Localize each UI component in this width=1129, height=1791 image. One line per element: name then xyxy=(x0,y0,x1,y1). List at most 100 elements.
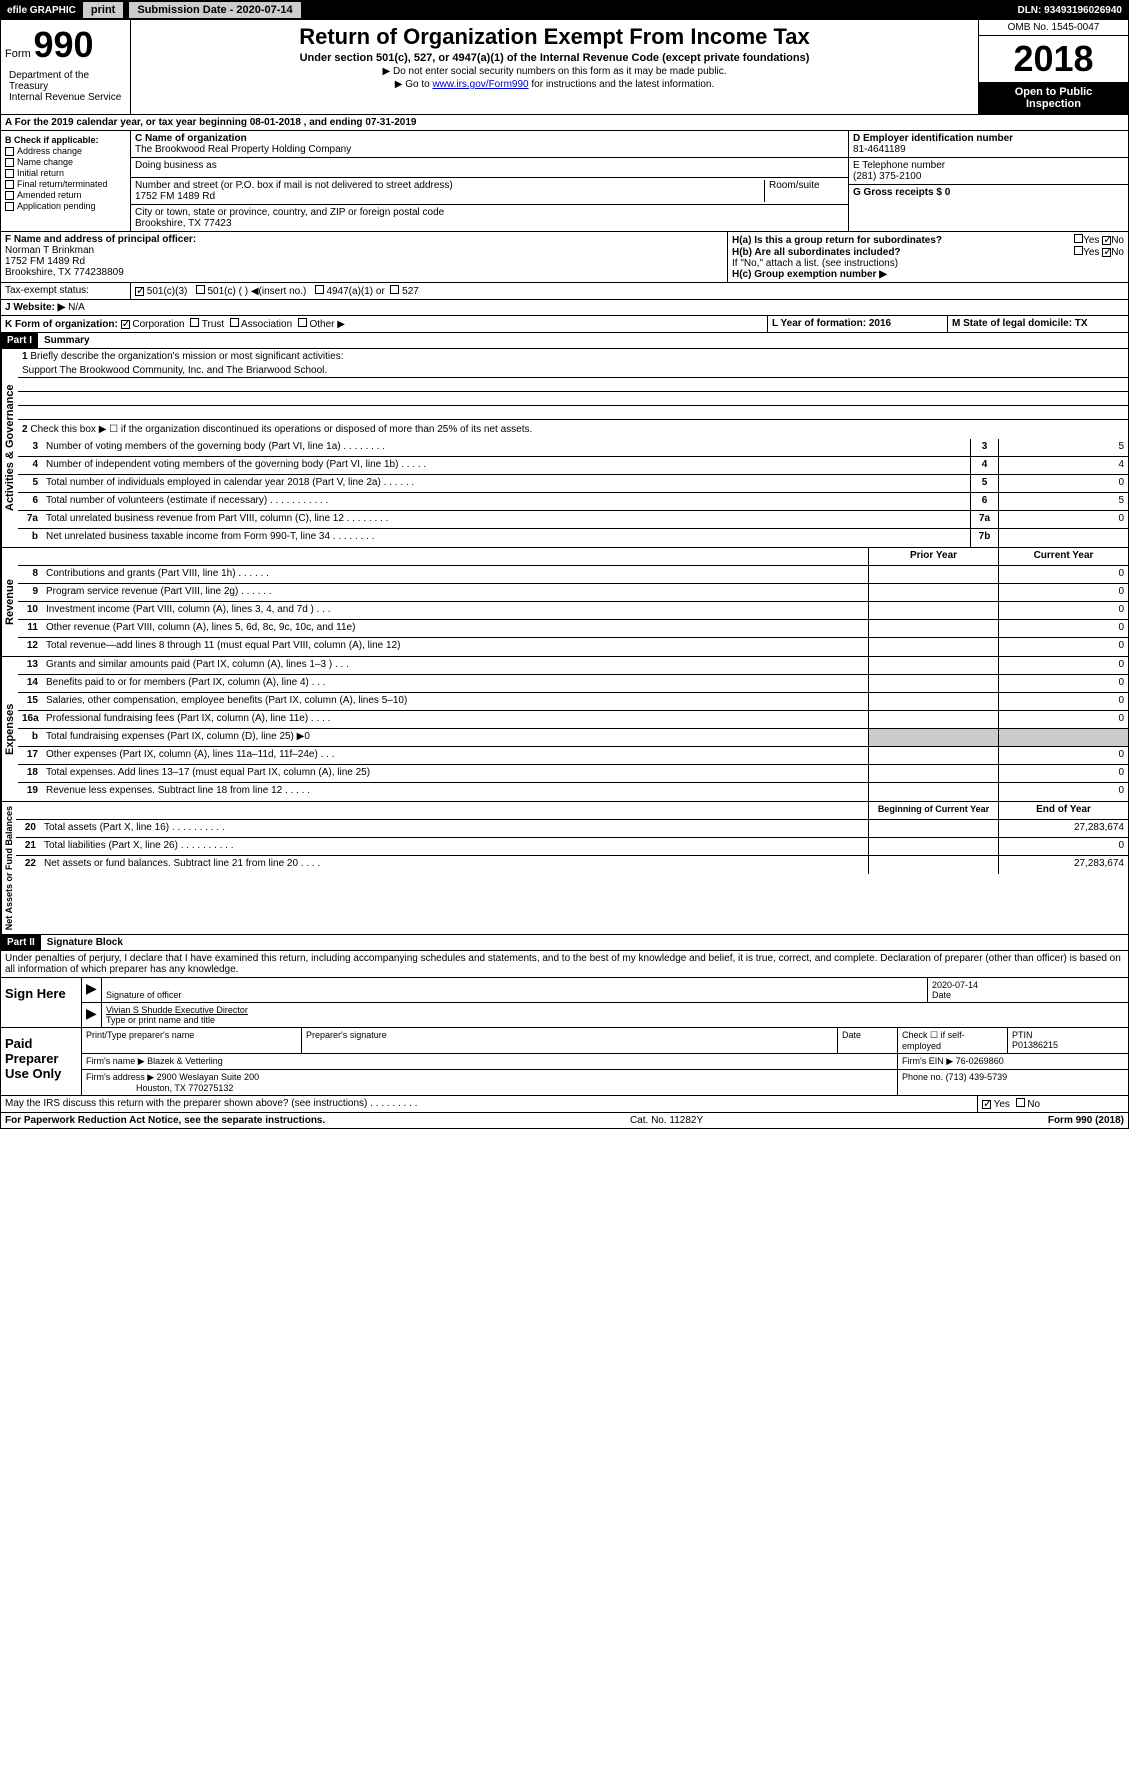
prep-date-label: Date xyxy=(838,1028,898,1053)
checkbox-icon[interactable] xyxy=(1102,236,1111,245)
sections-d-e-g: D Employer identification number 81-4641… xyxy=(848,131,1128,231)
table-row: 9 Program service revenue (Part VIII, li… xyxy=(18,584,1128,602)
line-description: Program service revenue (Part VIII, line… xyxy=(42,584,868,601)
penalty-statement: Under penalties of perjury, I declare th… xyxy=(0,951,1129,978)
prior-year-value xyxy=(868,620,998,637)
checkbox-icon[interactable] xyxy=(1016,1098,1025,1107)
table-row: 4 Number of independent voting members o… xyxy=(18,457,1128,475)
checkbox-icon[interactable] xyxy=(135,287,144,296)
line-description: Investment income (Part VIII, column (A)… xyxy=(42,602,868,619)
dln-label: DLN: 93493196026940 xyxy=(1011,3,1128,18)
discuss-row: May the IRS discuss this return with the… xyxy=(0,1096,1129,1113)
line-ref: 6 xyxy=(970,493,998,510)
submission-date-button[interactable]: Submission Date - 2020-07-14 xyxy=(128,1,301,19)
checkbox-icon[interactable] xyxy=(5,180,14,189)
line-number: 3 xyxy=(18,439,42,456)
prep-phone-label: Phone no. xyxy=(902,1072,943,1082)
org-name: The Brookwood Real Property Holding Comp… xyxy=(135,144,844,155)
line-description: Total unrelated business revenue from Pa… xyxy=(42,511,970,528)
officer-print-name: Vivian S Shudde Executive Director xyxy=(106,1005,248,1015)
checkbox-icon[interactable] xyxy=(5,202,14,211)
line-number: 10 xyxy=(18,602,42,619)
current-year-value: 0 xyxy=(998,747,1128,764)
vert-label-expenses: Expenses xyxy=(1,657,18,801)
print-button[interactable]: print xyxy=(82,1,124,19)
form-title: Return of Organization Exempt From Incom… xyxy=(135,24,974,50)
checkbox-icon[interactable] xyxy=(315,285,324,294)
line-value: 5 xyxy=(998,493,1128,510)
checkbox-icon[interactable] xyxy=(298,318,307,327)
checkbox-icon[interactable] xyxy=(230,318,239,327)
vert-label-activities: Activities & Governance xyxy=(1,349,18,547)
firm-addr2: Houston, TX 770275132 xyxy=(136,1083,233,1093)
checkbox-icon[interactable] xyxy=(1102,248,1111,257)
line-description: Net assets or fund balances. Subtract li… xyxy=(40,856,868,874)
table-row: 16a Professional fundraising fees (Part … xyxy=(18,711,1128,729)
sign-here-section: Sign Here ▶ Signature of officer 2020-07… xyxy=(0,978,1129,1028)
line-number: 22 xyxy=(16,856,40,874)
ein-label: D Employer identification number xyxy=(853,133,1124,144)
checkbox-icon[interactable] xyxy=(196,285,205,294)
sig-officer-label: Signature of officer xyxy=(106,990,181,1000)
prep-phone: (713) 439-5739 xyxy=(946,1072,1008,1082)
table-row: 14 Benefits paid to or for members (Part… xyxy=(18,675,1128,693)
line-ref: 7b xyxy=(970,529,998,547)
line-number: 11 xyxy=(18,620,42,637)
current-year-value: 0 xyxy=(998,657,1128,674)
line-number: 14 xyxy=(18,675,42,692)
prior-year-value xyxy=(868,856,998,874)
prior-year-value xyxy=(868,602,998,619)
table-row: 22 Net assets or fund balances. Subtract… xyxy=(16,856,1128,874)
line-description: Total liabilities (Part X, line 26) . . … xyxy=(40,838,868,855)
sections-b-to-h: B Check if applicable: Address change Na… xyxy=(0,131,1129,232)
dba-label: Doing business as xyxy=(135,160,844,171)
checkbox-icon[interactable] xyxy=(5,147,14,156)
current-year-value: 0 xyxy=(998,675,1128,692)
net-assets-section: Net Assets or Fund Balances Beginning of… xyxy=(0,802,1129,935)
prior-year-value xyxy=(868,747,998,764)
irs-link[interactable]: www.irs.gov/Form990 xyxy=(432,79,528,90)
section-b-label: B Check if applicable: xyxy=(5,135,126,145)
expenses-section: Expenses 13 Grants and similar amounts p… xyxy=(0,657,1129,802)
current-year-value: 0 xyxy=(998,638,1128,656)
current-year-value: 0 xyxy=(998,838,1128,855)
table-row: 11 Other revenue (Part VIII, column (A),… xyxy=(18,620,1128,638)
prior-year-value xyxy=(868,783,998,801)
checkbox-icon[interactable] xyxy=(390,285,399,294)
line-description: Benefits paid to or for members (Part IX… xyxy=(42,675,868,692)
current-year-value: 0 xyxy=(998,566,1128,583)
footer-form: Form 990 (2018) xyxy=(1048,1115,1124,1126)
opt-4947: 4947(a)(1) or xyxy=(326,286,384,297)
print-name-label: Type or print name and title xyxy=(106,1015,215,1025)
checkbox-icon[interactable] xyxy=(982,1100,991,1109)
current-year-value: 0 xyxy=(998,711,1128,728)
officer-label: F Name and address of principal officer: xyxy=(5,234,723,245)
check-application-pending: Application pending xyxy=(5,201,126,211)
sections-f-h: F Name and address of principal officer:… xyxy=(0,232,1129,283)
sections-k-l-m: K Form of organization: Corporation Trus… xyxy=(0,316,1129,333)
line-ref: 5 xyxy=(970,475,998,492)
inspect-line2: Inspection xyxy=(983,98,1124,110)
checkbox-icon[interactable] xyxy=(5,169,14,178)
arrow-icon: ▶ xyxy=(86,980,97,996)
section-b: B Check if applicable: Address change Na… xyxy=(1,131,131,231)
prior-year-value xyxy=(868,566,998,583)
prior-year-value xyxy=(868,765,998,782)
firm-addr1: 2900 Weslayan Suite 200 xyxy=(157,1072,259,1082)
officer-addr2: Brookshire, TX 774238809 xyxy=(5,267,723,278)
topbar: efile GRAPHIC print Submission Date - 20… xyxy=(0,0,1129,20)
line-description: Number of voting members of the governin… xyxy=(42,439,970,456)
section-c: C Name of organization The Brookwood Rea… xyxy=(131,131,848,231)
checkbox-icon[interactable] xyxy=(121,320,130,329)
table-row: 12 Total revenue—add lines 8 through 11 … xyxy=(18,638,1128,656)
checkbox-icon[interactable] xyxy=(5,191,14,200)
form-header: Form 990 Department of the Treasury Inte… xyxy=(0,20,1129,115)
line-number: 21 xyxy=(16,838,40,855)
checkbox-icon[interactable] xyxy=(5,158,14,167)
checkbox-icon[interactable] xyxy=(1074,246,1083,255)
line-number: 8 xyxy=(18,566,42,583)
firm-ein: 76-0269860 xyxy=(956,1056,1004,1066)
checkbox-icon[interactable] xyxy=(190,318,199,327)
checkbox-icon[interactable] xyxy=(1074,234,1083,243)
efile-label: efile GRAPHIC xyxy=(1,3,82,18)
